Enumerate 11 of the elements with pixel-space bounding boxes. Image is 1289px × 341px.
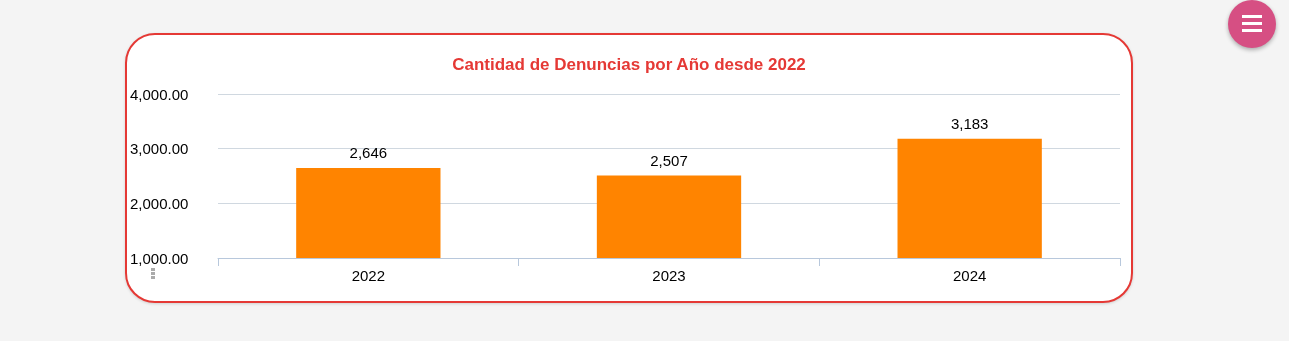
x-tick-label: 2024 xyxy=(952,267,987,284)
y-tick-label: 2,000.00 xyxy=(130,194,189,212)
y-tick-label: 3,000.00 xyxy=(130,140,189,158)
y-tick-label: 1,000.00 xyxy=(130,249,189,267)
chart-title: Cantidad de Denuncias por Año desde 2022 xyxy=(452,55,806,74)
x-tick-label: 2023 xyxy=(652,267,686,284)
data-label: 2,646 xyxy=(349,144,388,162)
data-label: 2,507 xyxy=(650,151,688,169)
data-label: 3,183 xyxy=(950,114,989,132)
y-tick-label: 4,000.00 xyxy=(130,85,189,103)
x-tick-label: 2022 xyxy=(351,267,386,284)
